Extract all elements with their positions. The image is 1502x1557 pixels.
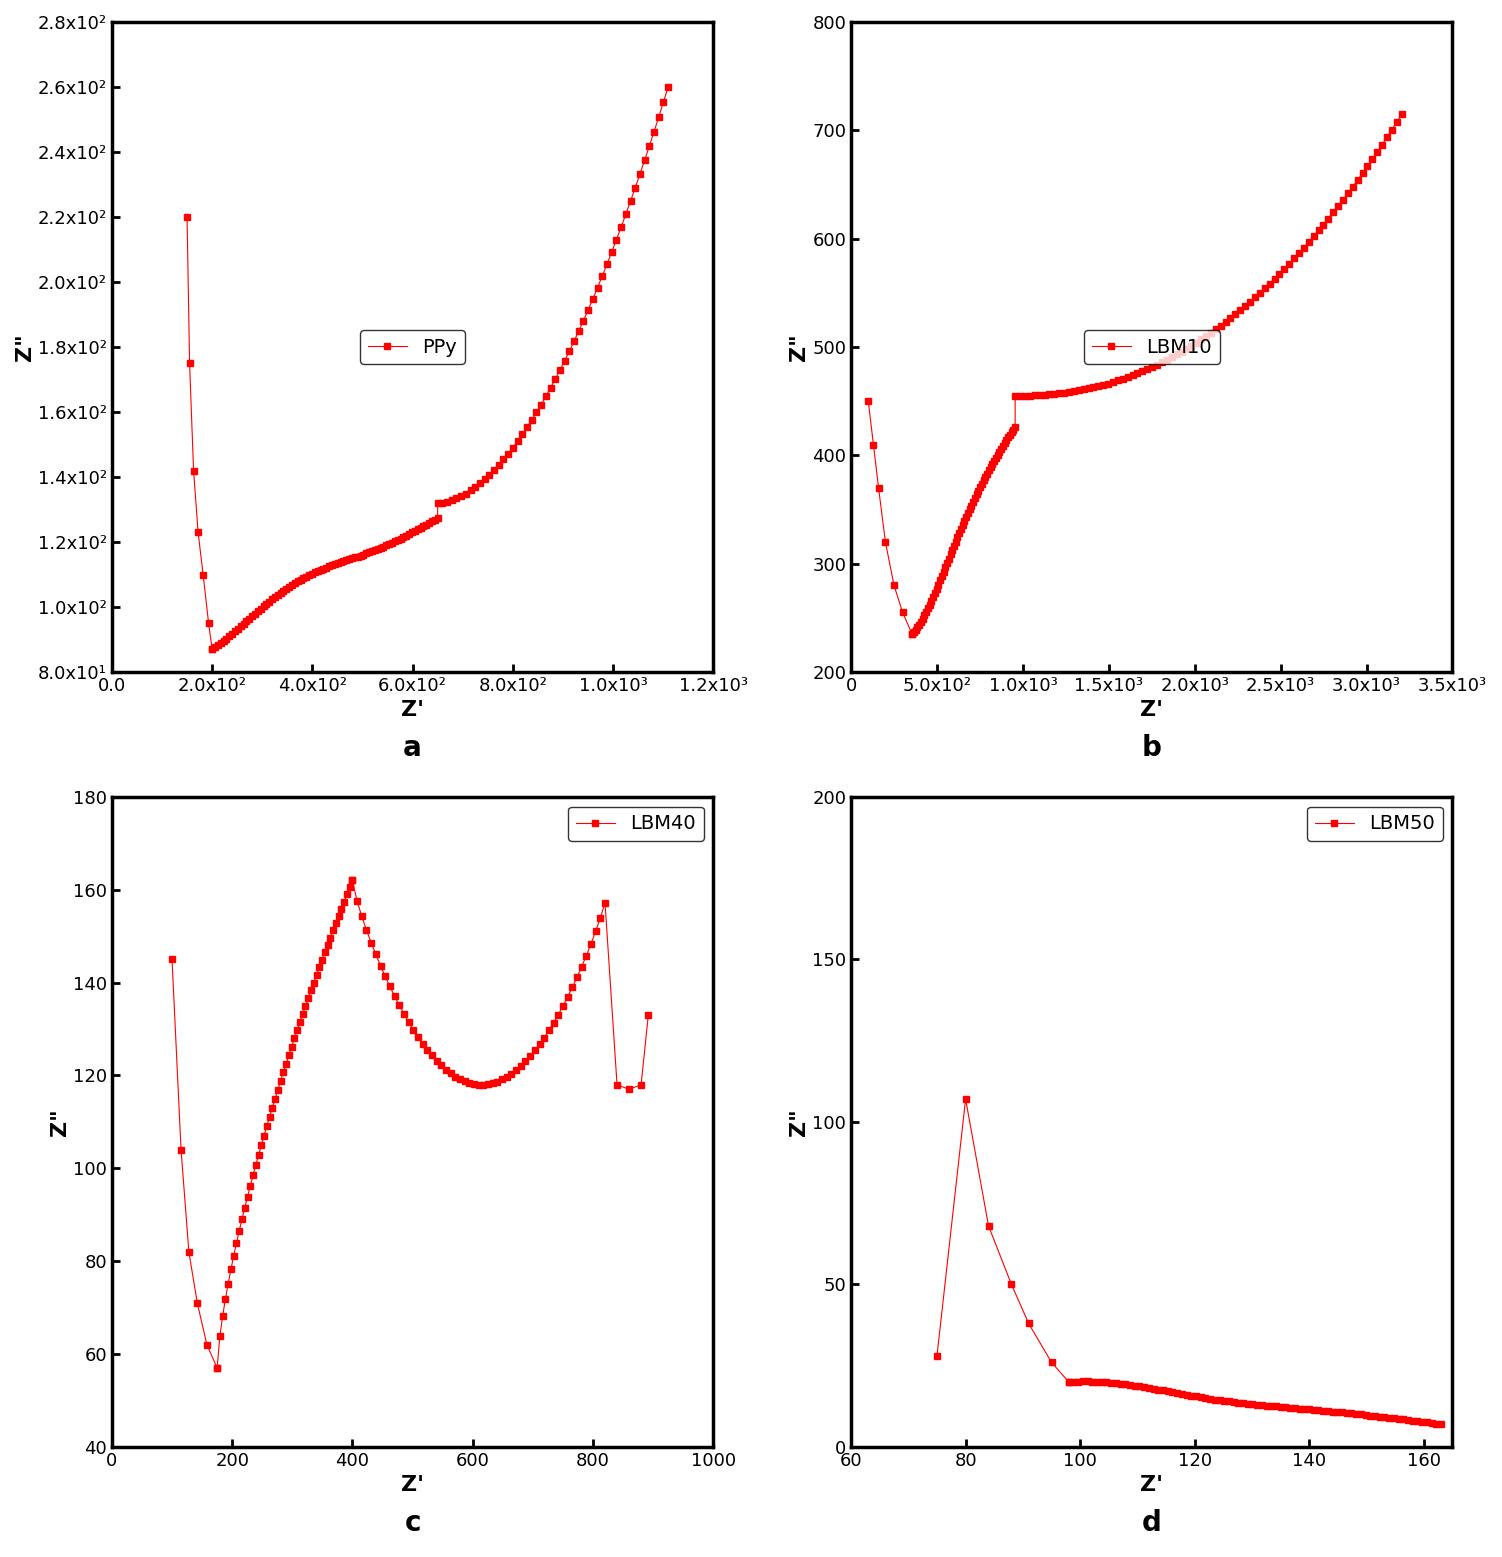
PPy	[320, 557, 338, 576]
Y-axis label: Z": Z"	[790, 333, 810, 361]
LBM50	[1120, 1375, 1139, 1394]
LBM50	[1235, 1394, 1253, 1412]
LBM50	[928, 1347, 946, 1365]
Line: LBM40: LBM40	[168, 877, 652, 1372]
PPy	[518, 419, 536, 438]
X-axis label: Z': Z'	[401, 701, 424, 721]
X-axis label: Z': Z'	[401, 1476, 424, 1495]
LBM10	[1247, 288, 1265, 307]
Line: LBM50: LBM50	[934, 1096, 1445, 1428]
LBM50	[1149, 1380, 1167, 1398]
LBM50	[1361, 1406, 1379, 1425]
PPy	[179, 207, 197, 226]
LBM40	[344, 870, 362, 889]
Y-axis label: Z": Z"	[15, 333, 35, 361]
LBM50	[1202, 1389, 1220, 1408]
LBM10	[859, 392, 877, 411]
LBM50	[1098, 1373, 1116, 1392]
LBM10	[975, 472, 993, 490]
Text: d: d	[1142, 1509, 1161, 1537]
PPy	[203, 640, 221, 659]
LBM40	[559, 987, 577, 1006]
LBM10	[1392, 104, 1410, 123]
Text: c: c	[404, 1509, 421, 1537]
PPy	[659, 78, 677, 97]
LBM40	[266, 1090, 284, 1109]
Text: a: a	[403, 735, 422, 763]
PPy	[357, 543, 376, 562]
LBM50	[1431, 1415, 1449, 1434]
LBM40	[209, 1359, 227, 1378]
LBM10	[1178, 339, 1196, 358]
LBM40	[236, 1199, 254, 1218]
LBM40	[312, 951, 330, 970]
Line: PPy: PPy	[183, 84, 671, 652]
LBM40	[413, 1034, 431, 1053]
LBM40	[296, 996, 314, 1015]
Y-axis label: Z": Z"	[790, 1109, 810, 1135]
Legend: LBM40: LBM40	[568, 807, 703, 841]
X-axis label: Z': Z'	[1140, 701, 1163, 721]
Legend: PPy: PPy	[360, 330, 466, 364]
LBM10	[903, 624, 921, 643]
X-axis label: Z': Z'	[1140, 1476, 1163, 1495]
LBM50	[957, 1090, 975, 1109]
PPy	[425, 511, 443, 529]
Line: LBM10: LBM10	[865, 111, 1406, 637]
PPy	[329, 554, 347, 573]
LBM10	[961, 500, 979, 518]
Legend: LBM50: LBM50	[1307, 807, 1443, 841]
LBM40	[640, 1006, 658, 1025]
Legend: LBM10: LBM10	[1084, 330, 1220, 364]
PPy	[240, 609, 258, 627]
Text: b: b	[1142, 735, 1161, 763]
LBM10	[1074, 380, 1092, 399]
Y-axis label: Z": Z"	[50, 1109, 71, 1135]
LBM10	[1236, 296, 1254, 315]
LBM40	[164, 950, 182, 968]
